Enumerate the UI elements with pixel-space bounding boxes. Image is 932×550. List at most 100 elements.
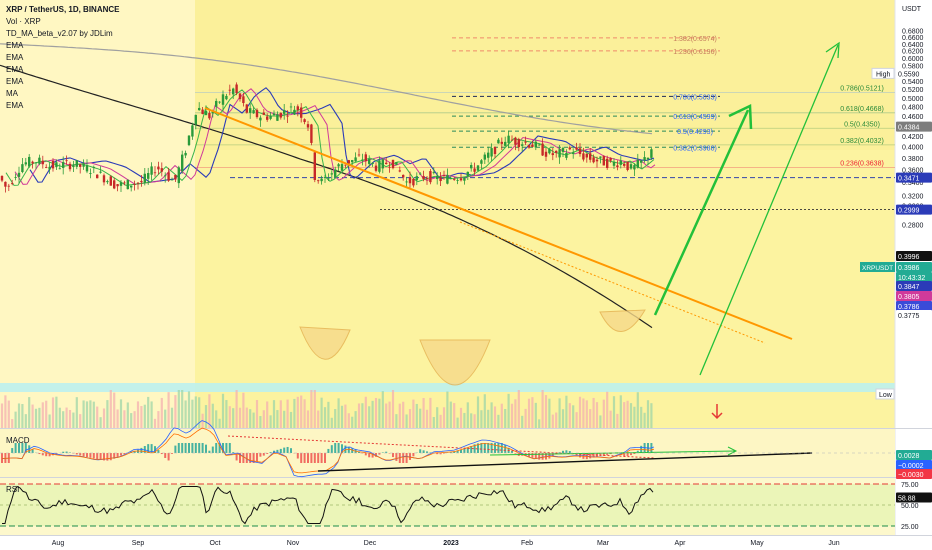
volume-bar-61	[208, 394, 211, 428]
macd-hist-139	[473, 444, 476, 453]
indicator-ema-2[interactable]: EMA	[6, 53, 24, 62]
indicator-volume[interactable]: Vol · XRP	[6, 17, 41, 26]
macd-hist-89	[303, 453, 306, 463]
macd-hist-69	[235, 453, 238, 461]
volume-bar-112	[381, 391, 384, 428]
candle-body-88	[300, 107, 303, 118]
fib-right-label-4: 0.236(0.3638)	[840, 160, 884, 167]
volume-bar-3	[11, 419, 14, 428]
time-axis[interactable]: Aug Sep Oct Nov Dec 2023 Feb Mar Apr May Jun	[52, 540, 840, 547]
indicator-ema-3[interactable]: EMA	[6, 65, 24, 74]
macd-hist-4	[14, 443, 17, 453]
volume-bar-191	[650, 403, 653, 428]
macd-hist-125	[426, 451, 428, 453]
macd-hist-31	[106, 453, 109, 461]
price-tick-4: 0.6000	[902, 56, 924, 63]
indicator-ema-1[interactable]: EMA	[6, 41, 24, 50]
candle-body-65	[221, 94, 225, 105]
candle-body-174	[592, 157, 595, 163]
low-tag: Low	[879, 392, 893, 399]
price-labels: High 0.5590 0.4384 0.3996 XRPUSDT 0.3986 10:43…	[860, 67, 932, 503]
volume-bar-172	[585, 400, 588, 428]
volume-bar-40	[136, 401, 140, 428]
volume-bar-68	[232, 408, 235, 428]
macd-hist-75	[256, 453, 258, 462]
candle-body-103	[351, 160, 354, 163]
volume-bar-150	[510, 403, 514, 428]
volume-bar-177	[602, 399, 605, 428]
candle-body-82	[279, 112, 282, 118]
volume-bar-31	[106, 400, 109, 428]
volume-bar-125	[425, 409, 429, 428]
volume-bar-2	[7, 400, 10, 428]
macd-hist-39	[133, 451, 136, 453]
macd-hist-108	[368, 453, 371, 458]
candle-body-183	[623, 163, 626, 166]
indicator-ema-4[interactable]: EMA	[6, 77, 24, 86]
macd-hist-173	[589, 453, 592, 459]
macd-hist-57	[194, 443, 197, 453]
volume-bar-20	[68, 409, 72, 428]
candle-body-17	[58, 168, 61, 170]
candle-body-36	[123, 182, 126, 184]
volume-bar-149	[507, 393, 510, 428]
macd-hist-107	[364, 453, 367, 456]
candle-body-146	[497, 139, 500, 144]
macd-hist-81	[276, 449, 279, 453]
indicator-td-ma[interactable]: TD_MA_beta_v2.07 by JDLim	[6, 29, 113, 38]
symbol-title[interactable]: XRP / TetherUS, 1D, BINANCE	[6, 5, 120, 14]
macd-hist-137	[466, 447, 469, 453]
volume-bar-95	[323, 407, 327, 428]
indicator-ma[interactable]: MA	[6, 89, 18, 98]
macd-hist-166	[565, 450, 568, 453]
volume-bar-84	[286, 399, 289, 428]
price-tick-1: 0.6600	[902, 35, 924, 42]
macd-hist-44	[150, 444, 153, 453]
volume-bar-105	[357, 403, 361, 428]
candle-body-95	[323, 177, 327, 178]
candle-body-147	[500, 141, 503, 144]
candle-body-157	[534, 141, 537, 148]
macd-hist-87	[296, 453, 299, 459]
macd-hist-143	[487, 443, 490, 453]
fib-right-label-1: 0.618(0.4668)	[840, 106, 884, 113]
volume-bar-60	[204, 405, 208, 428]
volume-bar-8	[28, 397, 31, 428]
macd-hist-145	[494, 443, 496, 453]
volume-bar-21	[72, 412, 75, 428]
volume-bar-119	[405, 414, 408, 428]
last-price-bg	[896, 262, 932, 272]
volume-bar-122	[415, 403, 418, 428]
long-green-arrow-head	[825, 41, 840, 59]
candle-body-34	[116, 184, 119, 187]
candle-body-28	[96, 174, 99, 179]
drawings[interactable]	[204, 41, 840, 420]
candle-body-102	[347, 160, 350, 164]
candle-body-105	[357, 154, 361, 156]
macd-plot	[0, 420, 895, 478]
volume-bar-165	[561, 409, 565, 428]
volume-bar-6	[21, 404, 24, 428]
volume-bar-145	[493, 406, 497, 428]
price-axis[interactable]: USDT 0.68000.66000.64000.62000.60000.5800…	[902, 6, 924, 230]
macd-label-2-bg	[896, 469, 932, 479]
macd-hist-105	[358, 451, 360, 453]
candle-body-50	[170, 179, 174, 181]
candle-body-158	[538, 144, 541, 146]
candle-body-24	[82, 163, 85, 167]
macd-hist-12	[41, 453, 44, 456]
candle-body-13	[45, 167, 48, 168]
rsi-pane-label[interactable]: RSI	[6, 485, 20, 494]
macd-pane-label[interactable]: MACD	[6, 436, 30, 445]
high-value: 0.5590	[898, 71, 920, 78]
candle-body-64	[218, 101, 221, 103]
macd-hist-119	[405, 453, 408, 463]
macd-hist-142	[483, 443, 486, 453]
macd-hist-35	[120, 453, 122, 456]
candle-body-71	[242, 96, 245, 104]
volume-bar-180	[612, 396, 616, 428]
macd-hist-16	[55, 453, 58, 455]
indicator-ema-5[interactable]: EMA	[6, 101, 24, 110]
macd-hist-65	[222, 443, 224, 453]
